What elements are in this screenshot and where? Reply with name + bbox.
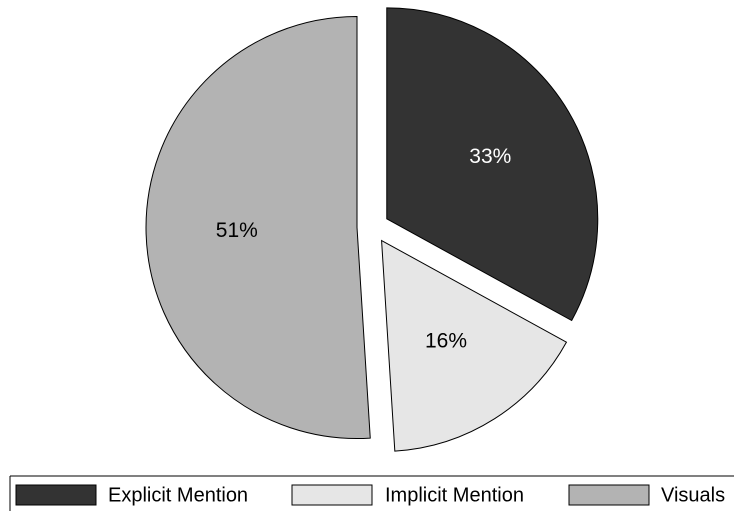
slice-label-visuals: 51%	[216, 219, 258, 242]
legend-swatch-implicit-mention	[291, 484, 373, 506]
pie-slices	[145, 7, 599, 452]
legend-swatch-visuals	[568, 484, 650, 506]
legend: Explicit Mention Implicit Mention Visual…	[9, 475, 734, 511]
legend-swatch-explicit-mention	[15, 484, 97, 506]
pie-slice-implicit-mention	[381, 239, 568, 452]
pie-slice-explicit-mention	[386, 7, 599, 322]
slice-labels: 33% 16% 51%	[216, 145, 512, 352]
pie-slice-visuals	[145, 16, 371, 439]
legend-label-visuals: Visuals	[661, 484, 725, 506]
slice-label-implicit-mention: 16%	[425, 330, 467, 353]
legend-label-explicit-mention: Explicit Mention	[108, 484, 248, 506]
legend-label-implicit-mention: Implicit Mention	[385, 484, 524, 506]
slice-label-explicit-mention: 33%	[469, 145, 511, 168]
